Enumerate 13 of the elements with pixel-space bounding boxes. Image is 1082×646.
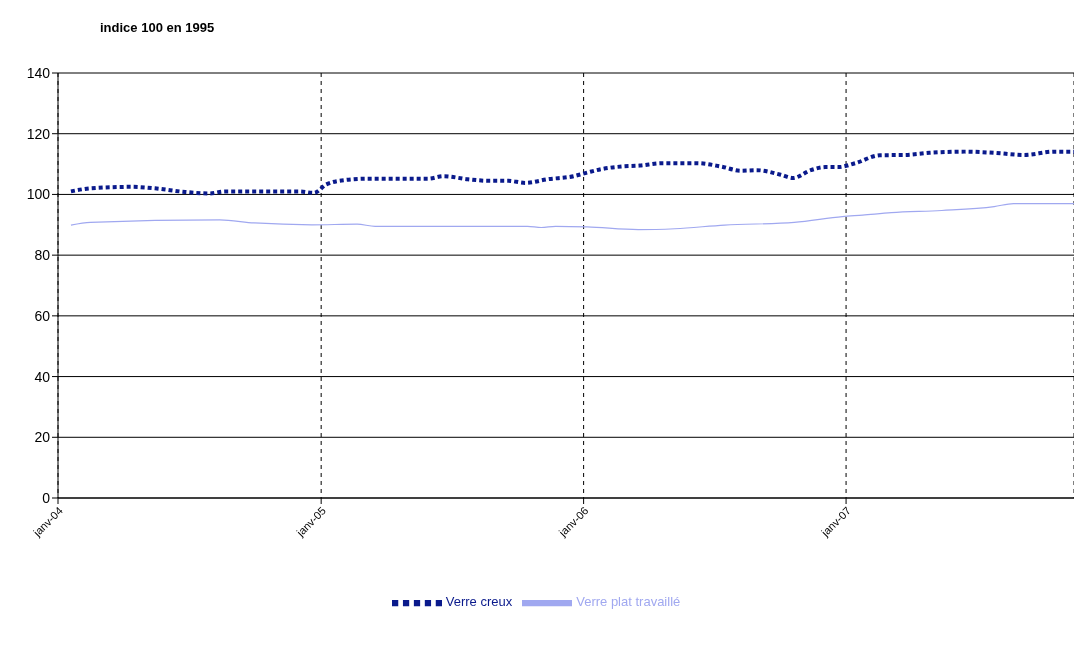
chart-title: indice 100 en 1995 (100, 20, 215, 35)
legend-label: Verre plat travaillé (576, 594, 681, 610)
line-series (70, 202, 1074, 231)
y-tick-label: 40 (34, 368, 51, 385)
y-tick-label: 80 (34, 247, 51, 264)
y-tick-label: 60 (34, 307, 51, 324)
y-tick-label: 140 (26, 64, 51, 81)
y-tick-label: 100 (26, 186, 51, 203)
y-tick-label: 20 (34, 429, 51, 446)
y-tick-label: 120 (26, 125, 51, 142)
legend-label: Verre creux (445, 594, 513, 610)
line-series (68, 149, 1074, 196)
y-tick-label: 0 (42, 489, 51, 506)
